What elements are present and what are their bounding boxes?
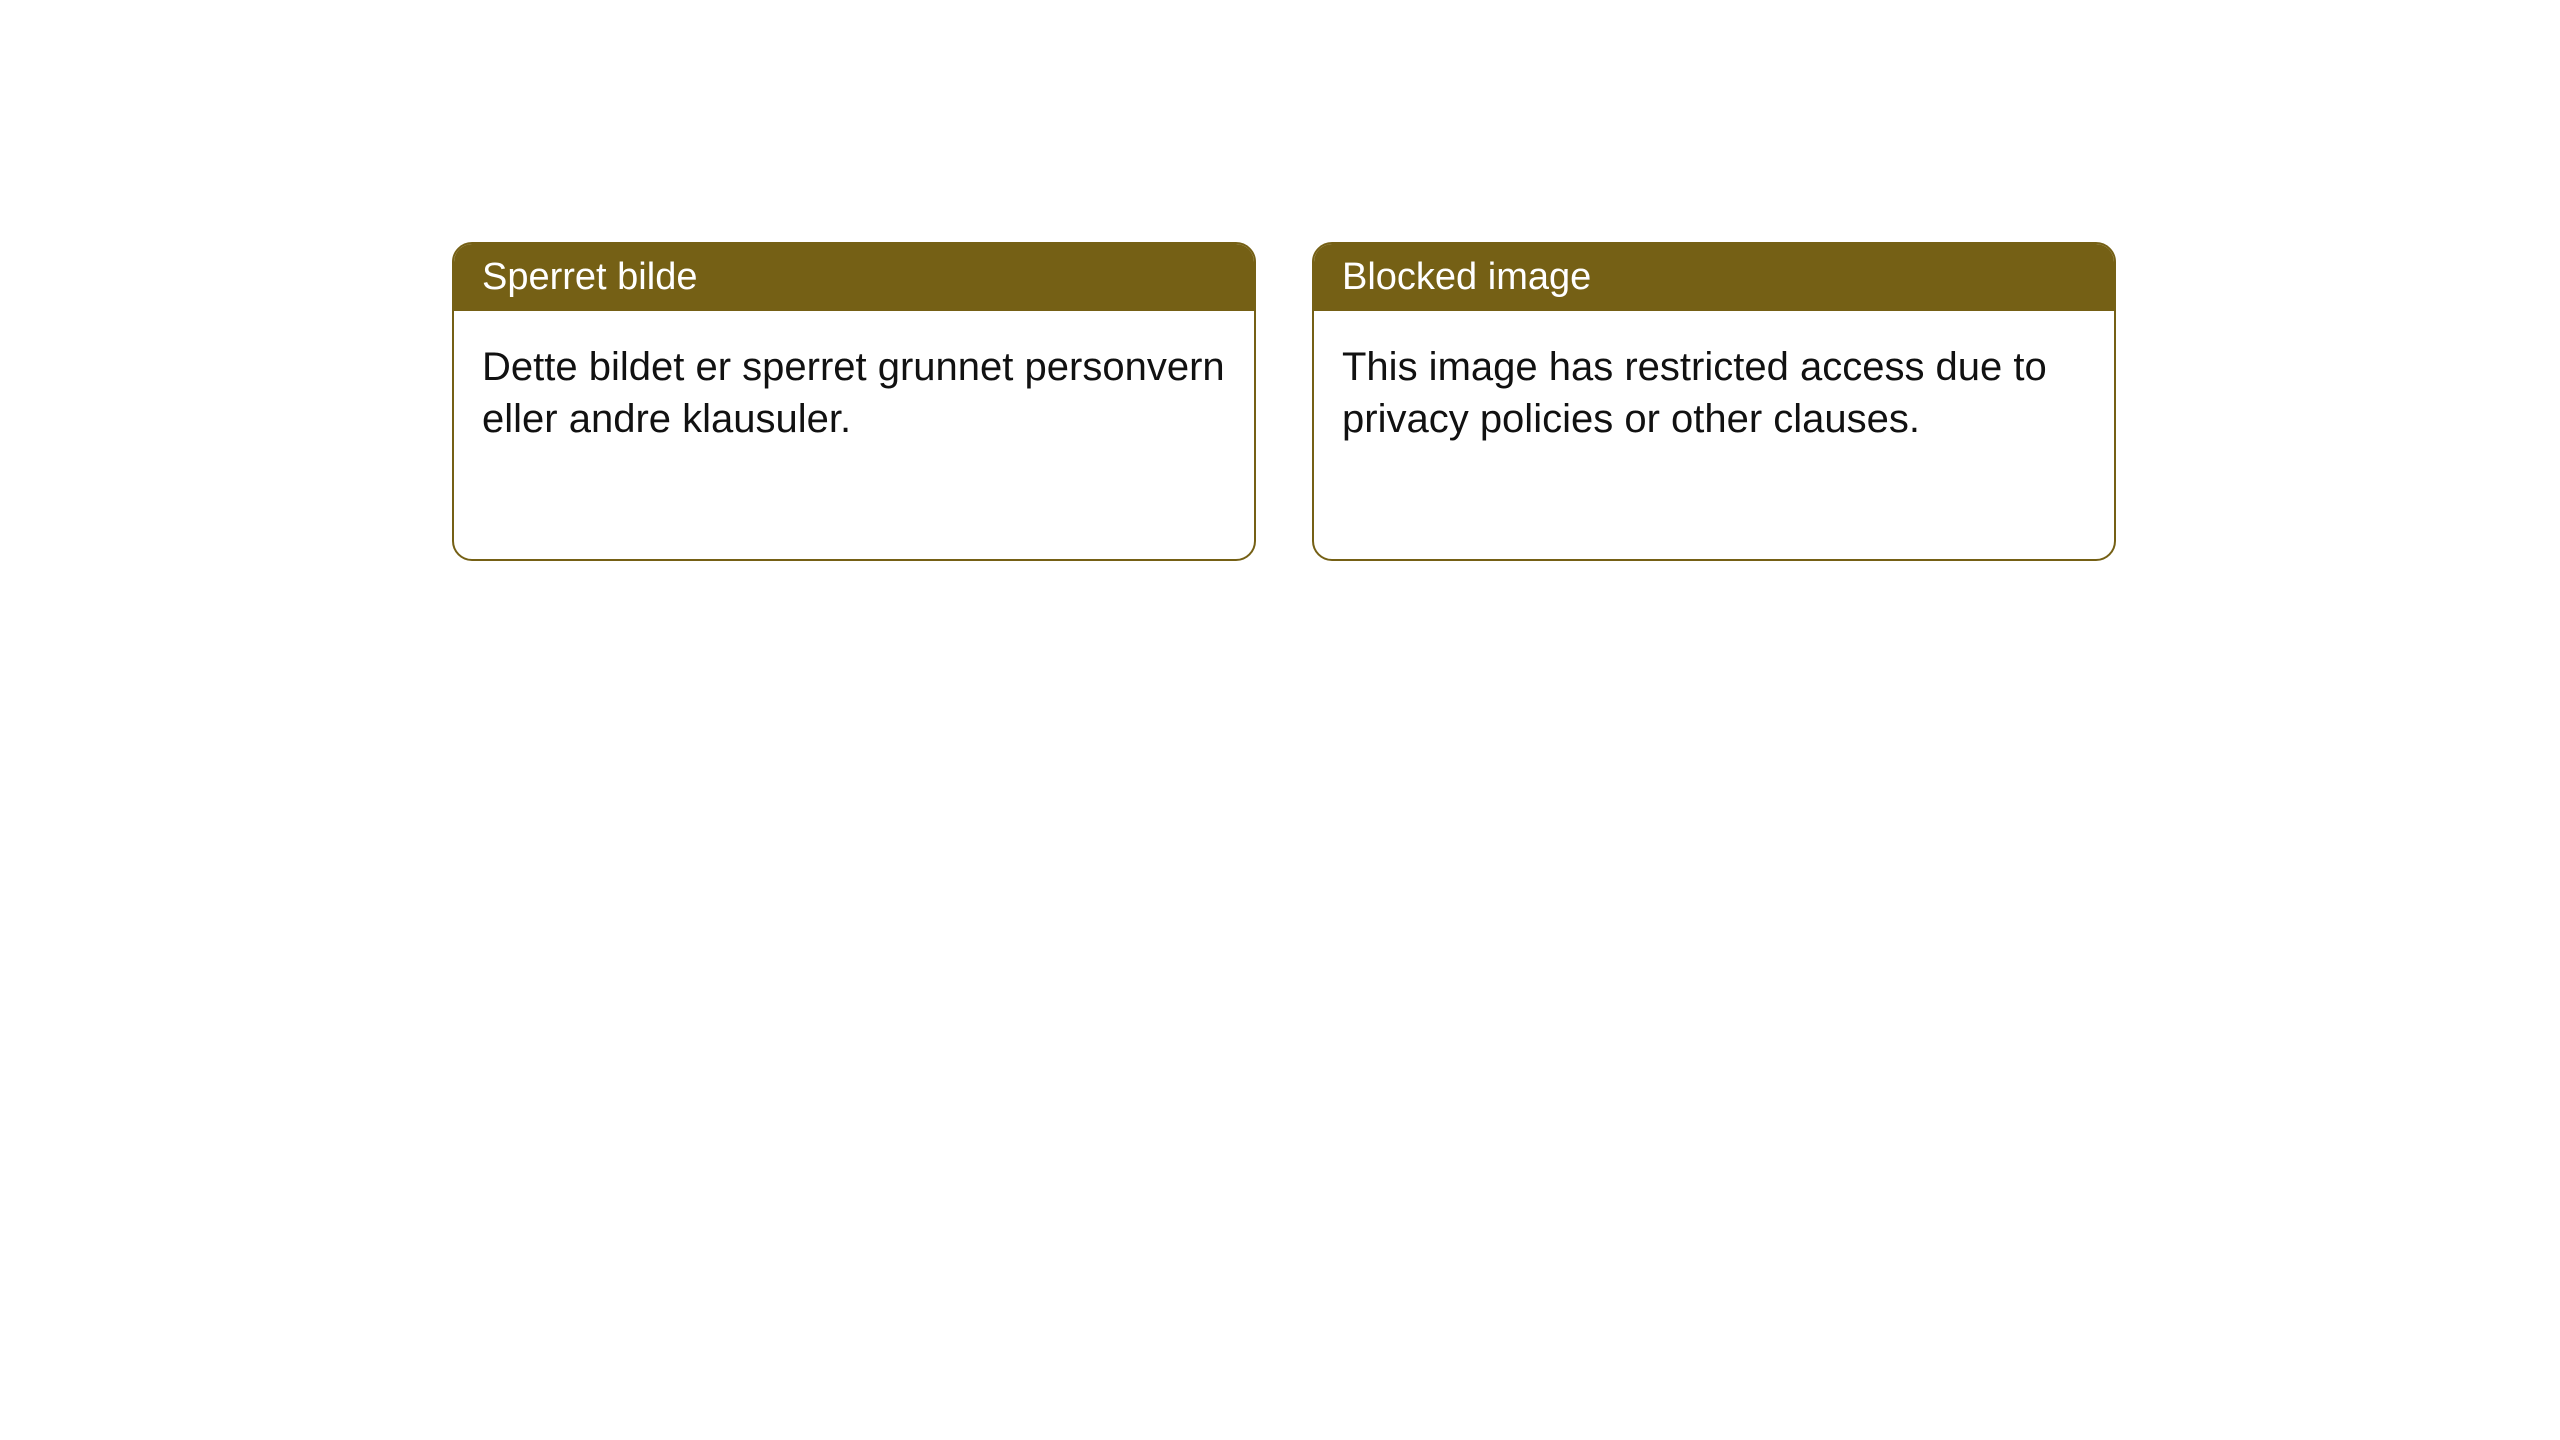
notice-card-norwegian: Sperret bilde Dette bildet er sperret gr…: [452, 242, 1256, 561]
notice-body-text: Dette bildet er sperret grunnet personve…: [482, 345, 1225, 441]
notice-title: Blocked image: [1342, 256, 1591, 298]
notice-header: Blocked image: [1314, 244, 2114, 311]
notice-body: Dette bildet er sperret grunnet personve…: [454, 311, 1254, 559]
notice-body: This image has restricted access due to …: [1314, 311, 2114, 559]
notice-body-text: This image has restricted access due to …: [1342, 345, 2047, 441]
notice-title: Sperret bilde: [482, 256, 697, 298]
notice-container: Sperret bilde Dette bildet er sperret gr…: [452, 242, 2116, 561]
notice-card-english: Blocked image This image has restricted …: [1312, 242, 2116, 561]
notice-header: Sperret bilde: [454, 244, 1254, 311]
